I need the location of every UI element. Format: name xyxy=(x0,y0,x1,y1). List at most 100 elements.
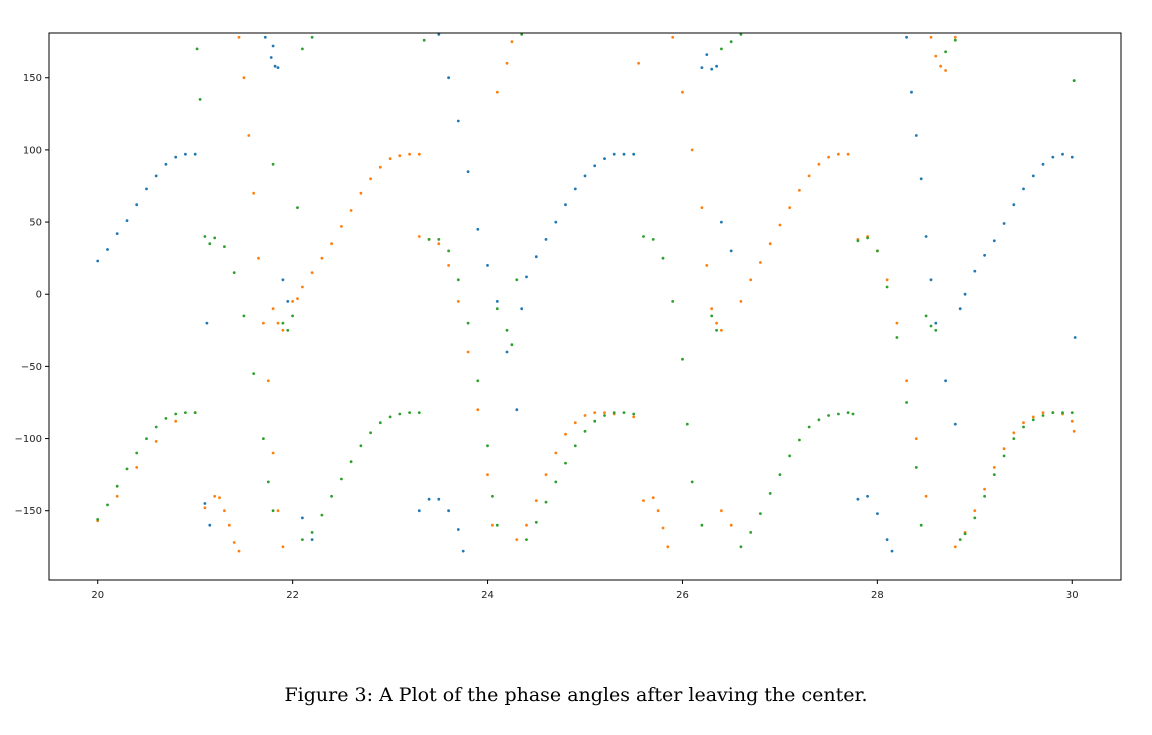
data-point-s2-71 xyxy=(651,238,655,241)
data-point-s0-13 xyxy=(208,523,212,527)
data-point-s0-40 xyxy=(534,255,538,259)
data-point-s1-104 xyxy=(944,69,947,72)
y-tick-label-5: −100 xyxy=(15,434,42,445)
data-point-s2-38 xyxy=(378,421,382,425)
data-point-s0-25 xyxy=(437,497,441,501)
data-point-s1-47 xyxy=(476,408,480,412)
data-point-s0-54 xyxy=(715,64,718,68)
data-point-s2-53 xyxy=(495,307,499,311)
data-point-s0-30 xyxy=(447,76,450,80)
data-point-s2-101 xyxy=(905,401,908,404)
data-point-s0-16 xyxy=(269,56,273,59)
data-point-s1-18 xyxy=(262,321,265,325)
data-point-s0-39 xyxy=(525,275,528,279)
data-point-s1-78 xyxy=(720,328,723,332)
data-point-s2-92 xyxy=(827,414,830,417)
data-point-s0-50 xyxy=(632,152,636,156)
data-point-s0-12 xyxy=(205,321,209,325)
data-point-s2-13 xyxy=(203,235,207,238)
data-point-s1-55 xyxy=(534,499,538,502)
data-point-s1-58 xyxy=(564,432,567,436)
data-point-s2-3 xyxy=(125,467,129,471)
data-point-s2-105 xyxy=(929,324,933,328)
data-point-s0-48 xyxy=(612,152,616,156)
data-point-s1-15 xyxy=(247,134,251,137)
data-point-s2-55 xyxy=(510,343,514,347)
data-point-s2-7 xyxy=(164,417,168,420)
data-point-s1-105 xyxy=(953,35,957,39)
data-point-s2-2 xyxy=(115,484,119,488)
data-point-s2-122 xyxy=(1072,79,1076,82)
data-point-s2-67 xyxy=(612,411,616,414)
data-point-s0-10 xyxy=(193,152,197,156)
data-point-s1-87 xyxy=(798,188,801,192)
data-point-s2-109 xyxy=(958,538,962,541)
data-point-s2-111 xyxy=(973,516,977,520)
data-point-s1-41 xyxy=(417,235,421,238)
data-point-s1-24 xyxy=(276,321,280,325)
data-point-s0-19 xyxy=(281,278,285,282)
data-point-s2-21 xyxy=(266,480,270,484)
data-point-s0-59 xyxy=(876,512,879,515)
data-point-s0-72 xyxy=(963,292,967,296)
data-point-s2-57 xyxy=(520,33,524,36)
data-point-s0-53 xyxy=(710,67,714,71)
data-point-s2-115 xyxy=(1012,437,1016,440)
data-point-s2-114 xyxy=(1002,454,1006,458)
data-point-s2-36 xyxy=(359,444,363,448)
data-point-s2-37 xyxy=(369,431,372,435)
data-point-s2-120 xyxy=(1061,411,1064,414)
data-point-s0-18 xyxy=(276,66,280,69)
data-point-s2-112 xyxy=(983,494,986,498)
x-tick-label-2: 24 xyxy=(481,590,494,601)
data-point-s1-65 xyxy=(637,61,640,65)
data-point-s0-45 xyxy=(583,174,587,178)
data-point-s2-121 xyxy=(1070,411,1074,414)
data-point-s2-113 xyxy=(992,473,996,476)
data-point-s1-106 xyxy=(953,545,957,549)
data-point-s1-89 xyxy=(817,162,821,166)
data-point-s2-56 xyxy=(515,278,519,282)
data-point-s2-9 xyxy=(184,411,187,414)
data-point-s2-63 xyxy=(573,444,577,448)
data-point-s1-77 xyxy=(715,321,718,325)
data-point-s1-38 xyxy=(398,154,402,158)
data-point-s1-68 xyxy=(656,509,660,513)
data-point-s1-83 xyxy=(759,261,762,264)
data-point-s1-66 xyxy=(642,499,645,502)
data-point-s2-117 xyxy=(1031,418,1035,422)
data-point-s0-24 xyxy=(427,497,431,501)
data-point-s0-63 xyxy=(910,90,913,94)
data-point-s0-70 xyxy=(953,422,957,426)
data-point-s1-76 xyxy=(710,307,714,311)
data-point-s2-75 xyxy=(685,422,689,426)
data-point-s2-76 xyxy=(690,480,694,484)
data-point-s2-46 xyxy=(447,249,450,253)
data-point-s2-6 xyxy=(154,425,158,429)
data-point-s0-81 xyxy=(1051,155,1055,159)
data-point-s2-73 xyxy=(671,300,675,303)
data-point-s1-11 xyxy=(232,541,236,544)
data-point-s0-31 xyxy=(456,119,460,123)
data-point-s1-40 xyxy=(417,152,421,156)
data-point-s0-78 xyxy=(1022,187,1025,191)
data-point-s0-9 xyxy=(184,152,187,156)
data-point-s0-26 xyxy=(447,509,450,513)
data-point-s0-65 xyxy=(919,177,923,181)
data-point-s1-27 xyxy=(296,297,299,300)
data-point-s2-39 xyxy=(388,415,392,419)
data-point-s2-16 xyxy=(223,245,226,249)
data-point-s1-37 xyxy=(388,157,392,161)
data-point-s0-34 xyxy=(486,264,489,267)
data-point-s2-5 xyxy=(145,437,148,440)
data-point-s1-88 xyxy=(807,174,811,178)
data-point-s1-6 xyxy=(203,506,207,510)
data-point-s1-3 xyxy=(154,440,158,443)
data-point-s2-89 xyxy=(798,438,801,442)
data-point-s2-31 xyxy=(310,531,314,534)
data-point-s2-96 xyxy=(856,239,860,243)
data-point-s2-100 xyxy=(895,336,899,339)
data-point-s2-83 xyxy=(739,545,743,549)
data-point-s1-118 xyxy=(1070,419,1074,423)
data-point-s2-49 xyxy=(476,379,480,383)
